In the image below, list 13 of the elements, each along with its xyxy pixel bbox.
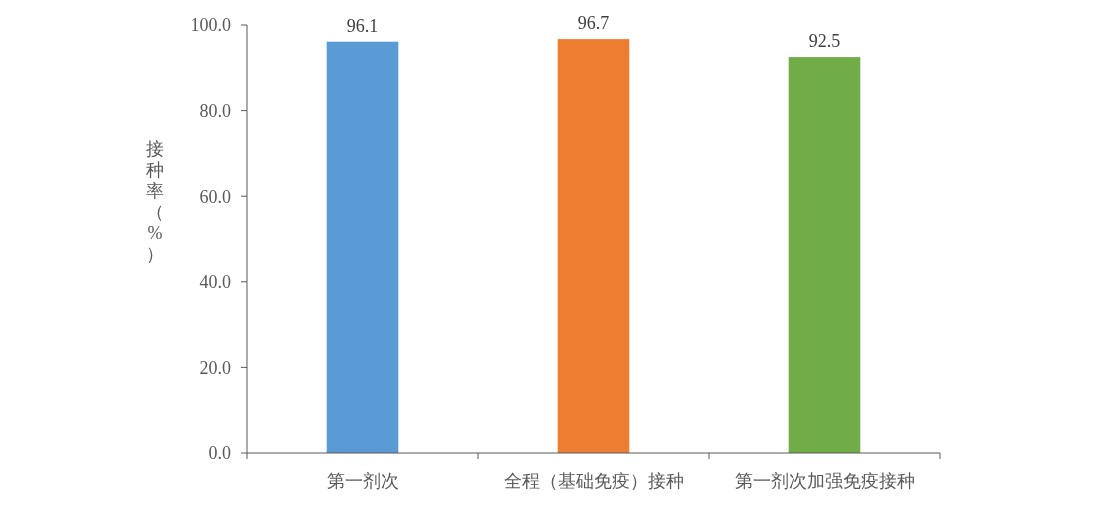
y-tick-label: 20.0 xyxy=(199,357,231,378)
data-label: 92.5 xyxy=(808,31,841,52)
data-label: 96.1 xyxy=(346,15,379,36)
x-tick-label: 第一剂次 xyxy=(326,471,399,491)
data-label: 96.7 xyxy=(577,13,610,34)
y-tick-label: 0.0 xyxy=(208,443,231,464)
x-tick-label: 全程（基础免疫）接种 xyxy=(503,471,684,491)
y-tick-label: 60.0 xyxy=(199,186,231,207)
y-tick-label: 100.0 xyxy=(190,15,231,36)
y-tick-label: 80.0 xyxy=(199,100,231,121)
y-tick-label: 40.0 xyxy=(199,272,231,293)
y-axis-title: 接种率（%） xyxy=(146,138,164,264)
x-tick-label: 第一剂次加强免疫接种 xyxy=(734,471,915,491)
